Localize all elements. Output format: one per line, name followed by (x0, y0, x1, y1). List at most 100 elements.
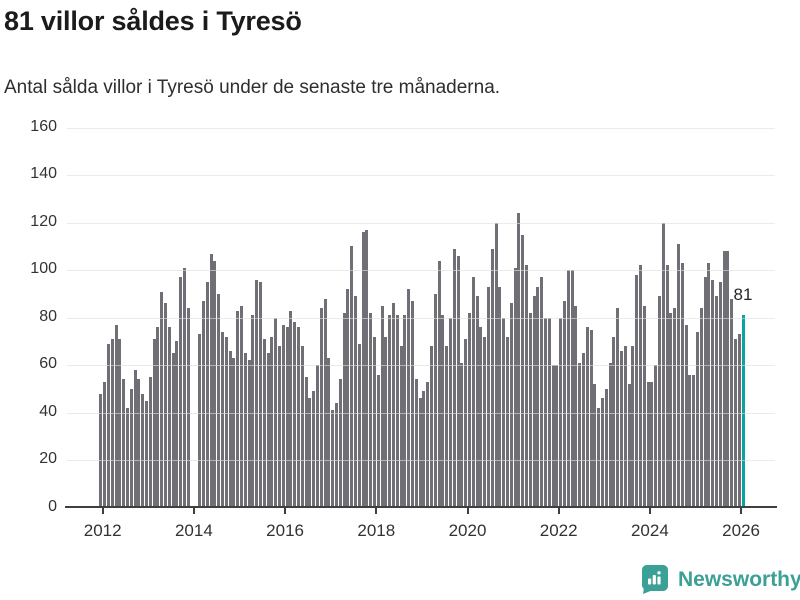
bar (353, 296, 358, 508)
bar (414, 379, 418, 508)
bar (312, 391, 316, 508)
bar (171, 353, 175, 508)
bar (498, 286, 502, 508)
bar (239, 305, 244, 508)
bar (517, 213, 521, 508)
y-axis-label-80: 80 (39, 307, 57, 325)
bar (536, 286, 540, 508)
bar (141, 393, 145, 508)
bar (665, 265, 669, 508)
bar (125, 407, 130, 508)
bar (608, 362, 612, 508)
bar (475, 296, 479, 508)
bar (707, 263, 711, 508)
bar (551, 365, 555, 508)
bar (380, 305, 384, 508)
bar (456, 255, 460, 508)
x-tick-2014 (192, 508, 195, 514)
bar (209, 253, 213, 508)
y-axis-label-40: 40 (39, 402, 57, 420)
y-axis-label-100: 100 (30, 260, 57, 278)
bar (574, 305, 578, 508)
bar (505, 336, 510, 508)
bar (661, 222, 665, 508)
bar (642, 305, 646, 508)
bar (695, 331, 700, 508)
bar (426, 381, 430, 508)
bar (692, 374, 696, 508)
bar (486, 286, 491, 508)
bar (433, 293, 437, 508)
bar (471, 277, 475, 508)
bar (676, 244, 681, 508)
bar (388, 315, 392, 508)
bar (281, 324, 285, 508)
bar (688, 374, 692, 508)
y-axis-label-0: 0 (48, 497, 57, 515)
bar (296, 327, 301, 508)
bar (737, 334, 741, 508)
bar (372, 336, 377, 508)
bar (342, 312, 346, 508)
bar (251, 315, 255, 508)
x-axis-line (65, 506, 777, 508)
bar (699, 308, 703, 508)
chart-subtitle: Antal sålda villor i Tyresö under de sen… (4, 77, 501, 98)
y-axis-label-120: 120 (30, 212, 57, 230)
bar (524, 265, 529, 508)
bar (129, 388, 133, 508)
bar (163, 303, 168, 508)
bar (236, 310, 240, 508)
bar (597, 407, 601, 508)
bar (540, 277, 544, 508)
bar (718, 282, 722, 508)
bar (304, 377, 308, 508)
bar (167, 327, 171, 508)
bar (391, 303, 396, 508)
bar (201, 301, 206, 508)
bar (547, 317, 551, 508)
y-axis-label-60: 60 (39, 355, 57, 373)
bar (680, 263, 684, 508)
bar (585, 327, 589, 508)
bar (604, 388, 608, 508)
bar (395, 315, 399, 508)
bar (357, 343, 361, 508)
gridline-y60 (67, 365, 775, 367)
bar (600, 398, 605, 508)
bar (365, 229, 369, 508)
bar (570, 270, 574, 508)
bar (114, 324, 118, 508)
bar (650, 381, 654, 508)
bar (631, 346, 635, 508)
bar (684, 324, 688, 508)
newsworthy-bubble-chart-icon (642, 565, 668, 594)
bar (334, 403, 339, 508)
bar (566, 270, 570, 508)
bar (137, 379, 141, 508)
bar (319, 308, 323, 508)
bar (502, 317, 506, 508)
bar (460, 362, 464, 508)
bar (703, 277, 707, 508)
bar (270, 336, 274, 508)
x-axis-label-2022: 2022 (539, 521, 578, 540)
bar (437, 260, 441, 508)
y-axis-label-140: 140 (30, 165, 57, 183)
x-axis-label-2012: 2012 (83, 521, 122, 540)
bar (220, 331, 225, 508)
newsworthy-logo[interactable]: Newsworthy (641, 564, 800, 595)
bar (509, 303, 513, 508)
bar (285, 327, 289, 508)
bar (464, 339, 468, 508)
gridline-y140 (67, 175, 775, 177)
bar (148, 377, 152, 508)
bar (369, 312, 373, 508)
bar (308, 398, 312, 508)
bar (441, 315, 445, 508)
gridline-y40 (67, 412, 775, 414)
bar (646, 381, 650, 508)
bar (182, 267, 187, 508)
bar (232, 358, 236, 508)
bar (99, 393, 103, 508)
